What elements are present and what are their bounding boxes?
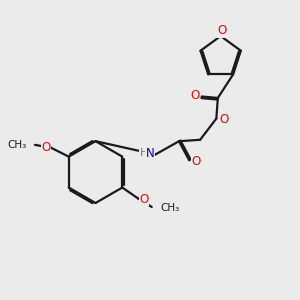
Text: O: O (219, 113, 228, 126)
Text: CH₃: CH₃ (8, 140, 27, 150)
Text: O: O (191, 155, 200, 168)
Text: O: O (41, 141, 50, 154)
Text: CH₃: CH₃ (160, 202, 180, 213)
Text: H: H (140, 148, 148, 158)
Text: O: O (217, 24, 226, 37)
Text: O: O (139, 193, 148, 206)
Text: O: O (190, 89, 200, 102)
Text: N: N (146, 147, 154, 160)
